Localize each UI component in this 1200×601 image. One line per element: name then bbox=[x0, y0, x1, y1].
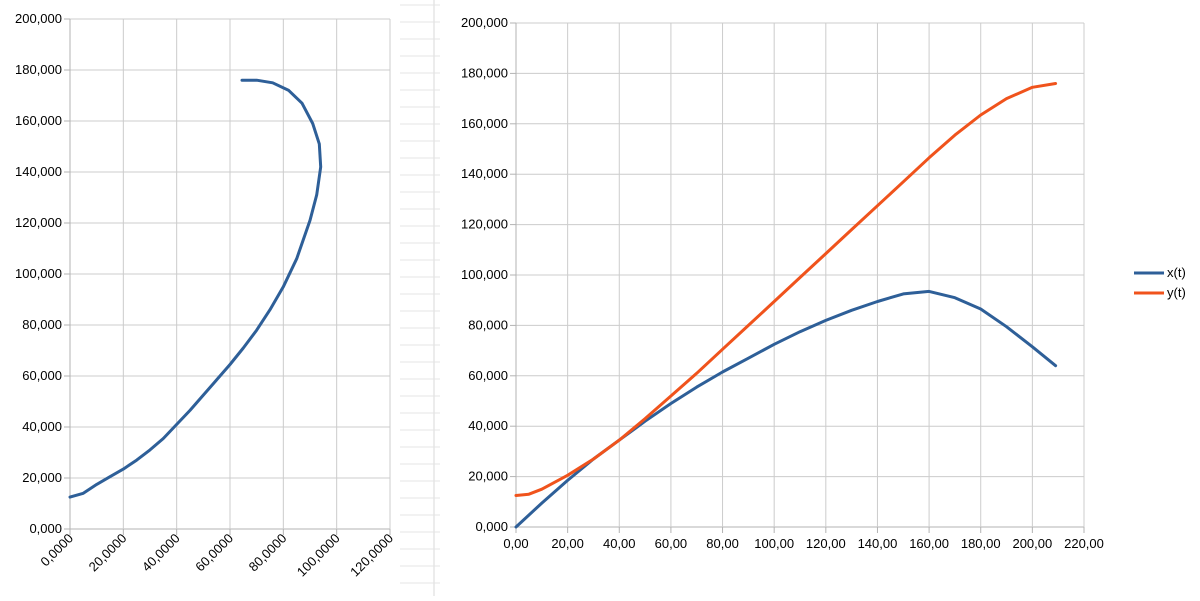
y-tick-label: 180,000 bbox=[15, 62, 62, 77]
x-tick-label: 0,0000 bbox=[37, 531, 76, 570]
series-line-0 bbox=[68, 78, 323, 499]
y-tick-label: 100,000 bbox=[461, 267, 508, 282]
y-tick-label: 60,000 bbox=[468, 368, 508, 383]
time-series-chart[interactable]: 0,000 20,000 40,000 60,000 80,000 100,000 120,… bbox=[440, 0, 1200, 596]
y-tick-label: 100,000 bbox=[15, 266, 62, 281]
parametric-chart-svg: 0,000 20,000 40,000 60,000 80,000 100,000 120,… bbox=[15, 11, 396, 580]
x-tick-label: 100,00 bbox=[754, 536, 794, 551]
y-tick-label: 0,000 bbox=[29, 521, 62, 536]
y-tick-label: 80,000 bbox=[22, 317, 62, 332]
x-tick-label: 40,0000 bbox=[139, 531, 183, 575]
y-tick-label: 60,000 bbox=[22, 368, 62, 383]
x-tick-label: 100,0000 bbox=[294, 531, 343, 580]
parametric-chart[interactable]: 0,000 20,000 40,000 60,000 80,000 100,000 120,… bbox=[0, 0, 400, 596]
y-tick-label: 140,000 bbox=[461, 166, 508, 181]
x-tick-label: 140,00 bbox=[858, 536, 898, 551]
legend-label: x(t) bbox=[1167, 265, 1186, 280]
x-tick-label: 60,00 bbox=[655, 536, 688, 551]
x-tick-label: 0,00 bbox=[503, 536, 528, 551]
y-tick-label: 40,000 bbox=[22, 419, 62, 434]
y-tick-label: 200,000 bbox=[15, 11, 62, 26]
y-tick-label: 120,000 bbox=[461, 217, 508, 232]
y-tick-label: 180,000 bbox=[461, 65, 508, 80]
x-tick-label: 80,00 bbox=[706, 536, 739, 551]
y-tick-label: 40,000 bbox=[468, 418, 508, 433]
x-tick-label: 160,00 bbox=[909, 536, 949, 551]
x-tick-label: 120,00 bbox=[806, 536, 846, 551]
series-line-x(t) bbox=[514, 289, 1058, 529]
x-tick-label: 20,0000 bbox=[86, 531, 130, 575]
y-tick-label: 160,000 bbox=[15, 113, 62, 128]
x-tick-label: 120,0000 bbox=[347, 531, 396, 580]
x-tick-label: 20,00 bbox=[551, 536, 584, 551]
x-tick-label: 60,0000 bbox=[192, 531, 236, 575]
x-tick-label: 40,00 bbox=[603, 536, 636, 551]
x-tick-label: 220,00 bbox=[1064, 536, 1104, 551]
y-tick-label: 0,000 bbox=[475, 519, 508, 534]
y-tick-label: 140,000 bbox=[15, 164, 62, 179]
legend-label: y(t) bbox=[1167, 285, 1186, 300]
y-tick-label: 200,000 bbox=[461, 15, 508, 30]
x-tick-label: 200,00 bbox=[1012, 536, 1052, 551]
y-tick-label: 160,000 bbox=[461, 116, 508, 131]
x-tick-label: 180,00 bbox=[961, 536, 1001, 551]
series-line-y(t) bbox=[514, 82, 1058, 497]
y-tick-label: 120,000 bbox=[15, 215, 62, 230]
y-tick-label: 20,000 bbox=[468, 469, 508, 484]
y-tick-label: 20,000 bbox=[22, 470, 62, 485]
time-series-chart-svg: 0,000 20,000 40,000 60,000 80,000 100,000 120,… bbox=[461, 15, 1186, 551]
y-tick-label: 80,000 bbox=[468, 317, 508, 332]
x-tick-label: 80,0000 bbox=[246, 531, 290, 575]
